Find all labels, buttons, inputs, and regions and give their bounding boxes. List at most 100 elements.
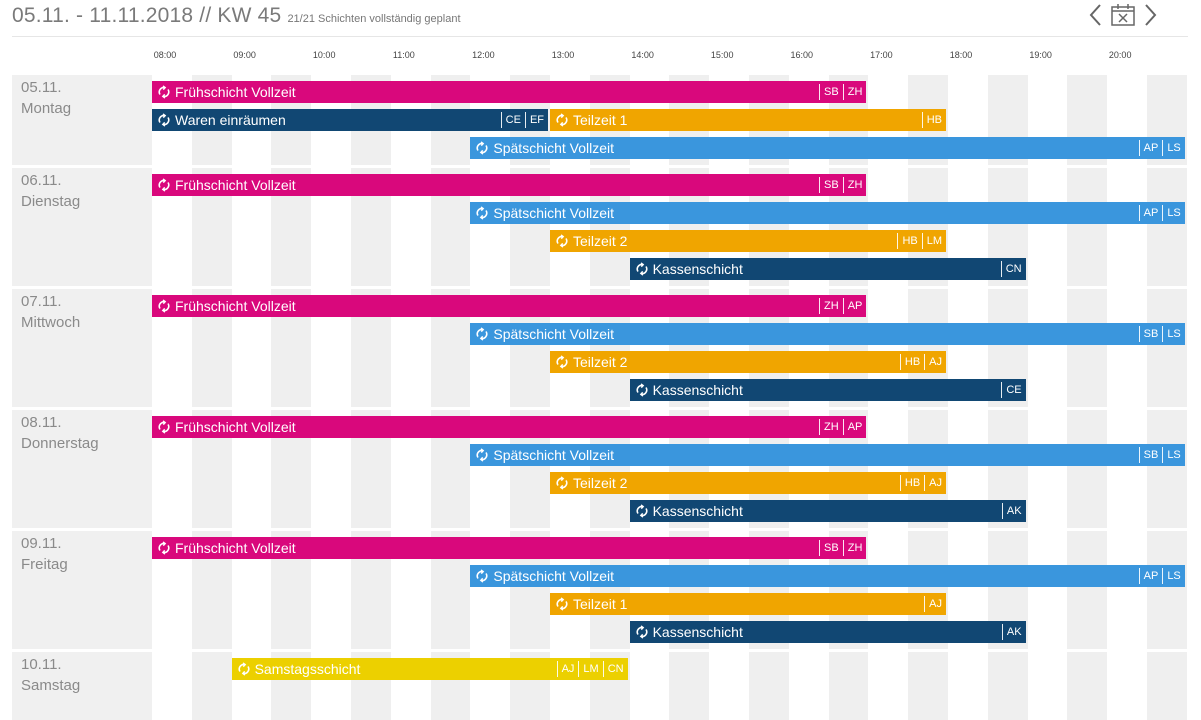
day-row: 10.11. Samstag Samstagsschicht AJ LM CN: [0, 652, 1201, 720]
shift-bar[interactable]: Frühschicht Vollzeit SB ZH: [152, 174, 867, 196]
staff-tags: SB ZH: [819, 174, 866, 196]
staff-tags: AJ: [924, 593, 946, 615]
shift-name: Frühschicht Vollzeit: [175, 298, 296, 314]
shift-bar[interactable]: Samstagsschicht AJ LM CN: [231, 658, 628, 680]
current-week-button[interactable]: [1110, 2, 1136, 28]
staff-initials[interactable]: SB: [819, 177, 843, 193]
time-stripe: [1067, 531, 1108, 649]
shift-title: Samstagsschicht: [237, 658, 360, 680]
staff-initials[interactable]: AP: [1138, 140, 1163, 156]
staff-initials[interactable]: AP: [1138, 568, 1163, 584]
staff-initials[interactable]: AP: [1138, 205, 1163, 221]
staff-initials[interactable]: CE: [500, 112, 525, 128]
staff-initials[interactable]: HB: [899, 354, 924, 370]
shift-title: Teilzeit 1: [555, 109, 627, 131]
shift-bar[interactable]: Teilzeit 2 HB AJ: [550, 472, 946, 494]
shift-bar[interactable]: Teilzeit 2 HB LM: [550, 230, 946, 252]
repeat-icon: [158, 178, 170, 192]
shift-title: Teilzeit 2: [555, 472, 627, 494]
repeat-icon: [556, 597, 568, 611]
staff-initials[interactable]: SB: [819, 540, 843, 556]
day-label: 05.11. Montag: [12, 75, 152, 165]
time-tick-label: 17:00: [870, 50, 893, 60]
shift-name: Teilzeit 1: [573, 596, 628, 612]
staff-initials[interactable]: HB: [899, 475, 924, 491]
shift-bar[interactable]: Frühschicht Vollzeit ZH AP: [152, 295, 867, 317]
staff-initials[interactable]: AJ: [924, 354, 946, 370]
staff-initials[interactable]: SB: [1138, 326, 1163, 342]
time-tick-label: 14:00: [631, 50, 654, 60]
staff-initials[interactable]: LM: [921, 233, 946, 249]
shift-bar[interactable]: Teilzeit 1 AJ: [550, 593, 946, 615]
repeat-icon: [476, 448, 488, 462]
shift-bar[interactable]: Waren einräumen CE EF: [152, 109, 548, 131]
staff-initials[interactable]: ZH: [819, 419, 843, 435]
staff-tags: AK: [1001, 621, 1026, 643]
staff-initials[interactable]: CE: [1001, 382, 1025, 398]
chevron-right-icon: [1145, 4, 1157, 26]
staff-tags: AK: [1001, 500, 1026, 522]
shift-bar[interactable]: Spätschicht Vollzeit SB LS: [470, 323, 1185, 345]
time-stripe: [1067, 410, 1108, 528]
shift-name: Frühschicht Vollzeit: [175, 419, 296, 435]
day-date: 10.11.: [21, 656, 62, 673]
shift-bar[interactable]: Kassenschicht CN: [629, 258, 1026, 280]
next-week-button[interactable]: [1140, 2, 1160, 28]
shift-bar[interactable]: Spätschicht Vollzeit AP LS: [470, 137, 1185, 159]
shift-name: Waren einräumen: [175, 112, 286, 128]
staff-initials[interactable]: HB: [921, 112, 946, 128]
staff-initials[interactable]: CN: [602, 661, 628, 677]
shift-bar[interactable]: Spätschicht Vollzeit SB LS: [470, 444, 1185, 466]
shift-bar[interactable]: Frühschicht Vollzeit SB ZH: [152, 81, 867, 103]
day-date: 09.11.: [21, 535, 62, 552]
day-date: 07.11.: [21, 293, 62, 310]
staff-initials[interactable]: LS: [1162, 568, 1184, 584]
shift-bar[interactable]: Kassenschicht AK: [629, 500, 1026, 522]
staff-initials[interactable]: AJ: [924, 596, 946, 612]
time-stripe: [1067, 168, 1108, 286]
shift-bar[interactable]: Spätschicht Vollzeit AP LS: [470, 565, 1185, 587]
staff-initials[interactable]: HB: [897, 233, 921, 249]
staff-initials[interactable]: SB: [1138, 447, 1163, 463]
time-stripe: [828, 652, 869, 720]
shift-name: Teilzeit 1: [573, 112, 628, 128]
shift-bar[interactable]: Frühschicht Vollzeit ZH AP: [152, 416, 867, 438]
staff-tags: AP LS: [1138, 137, 1185, 159]
staff-initials[interactable]: LS: [1162, 326, 1184, 342]
shift-title: Frühschicht Vollzeit: [157, 174, 296, 196]
staff-initials[interactable]: LS: [1162, 140, 1184, 156]
shift-bar[interactable]: Teilzeit 1 HB: [550, 109, 946, 131]
shift-bar[interactable]: Frühschicht Vollzeit SB ZH: [152, 537, 867, 559]
staff-initials[interactable]: AJ: [556, 661, 579, 677]
shift-title: Kassenschicht: [635, 621, 743, 643]
staff-initials[interactable]: LS: [1162, 205, 1184, 221]
time-stripe: [1067, 652, 1108, 720]
shift-name: Frühschicht Vollzeit: [175, 84, 296, 100]
header-divider: [12, 36, 1188, 37]
staff-initials[interactable]: AP: [842, 298, 867, 314]
time-stripe: [1147, 531, 1187, 649]
staff-initials[interactable]: LS: [1162, 447, 1184, 463]
shift-bar[interactable]: Kassenschicht CE: [629, 379, 1026, 401]
staff-initials[interactable]: AJ: [924, 475, 946, 491]
staff-initials[interactable]: ZH: [842, 84, 867, 100]
staff-initials[interactable]: SB: [819, 84, 843, 100]
staff-initials[interactable]: ZH: [819, 298, 843, 314]
shift-bar[interactable]: Teilzeit 2 HB AJ: [550, 351, 946, 373]
repeat-icon: [158, 113, 170, 127]
previous-week-button[interactable]: [1086, 2, 1106, 28]
staff-initials[interactable]: AK: [1001, 503, 1026, 519]
staff-initials[interactable]: LM: [578, 661, 602, 677]
repeat-icon: [476, 569, 488, 583]
shift-name: Teilzeit 2: [573, 475, 628, 491]
shift-bar[interactable]: Kassenschicht AK: [629, 621, 1026, 643]
staff-initials[interactable]: AP: [842, 419, 867, 435]
staff-initials[interactable]: ZH: [842, 177, 867, 193]
shift-bar[interactable]: Spätschicht Vollzeit AP LS: [470, 202, 1185, 224]
staff-initials[interactable]: CN: [1000, 261, 1026, 277]
staff-initials[interactable]: ZH: [842, 540, 867, 556]
shift-title: Teilzeit 2: [555, 351, 627, 373]
staff-initials[interactable]: AK: [1001, 624, 1026, 640]
staff-tags: SB LS: [1138, 444, 1185, 466]
staff-initials[interactable]: EF: [524, 112, 548, 128]
